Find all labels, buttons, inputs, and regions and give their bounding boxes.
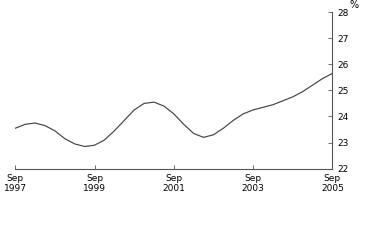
Text: %: % <box>350 0 359 11</box>
